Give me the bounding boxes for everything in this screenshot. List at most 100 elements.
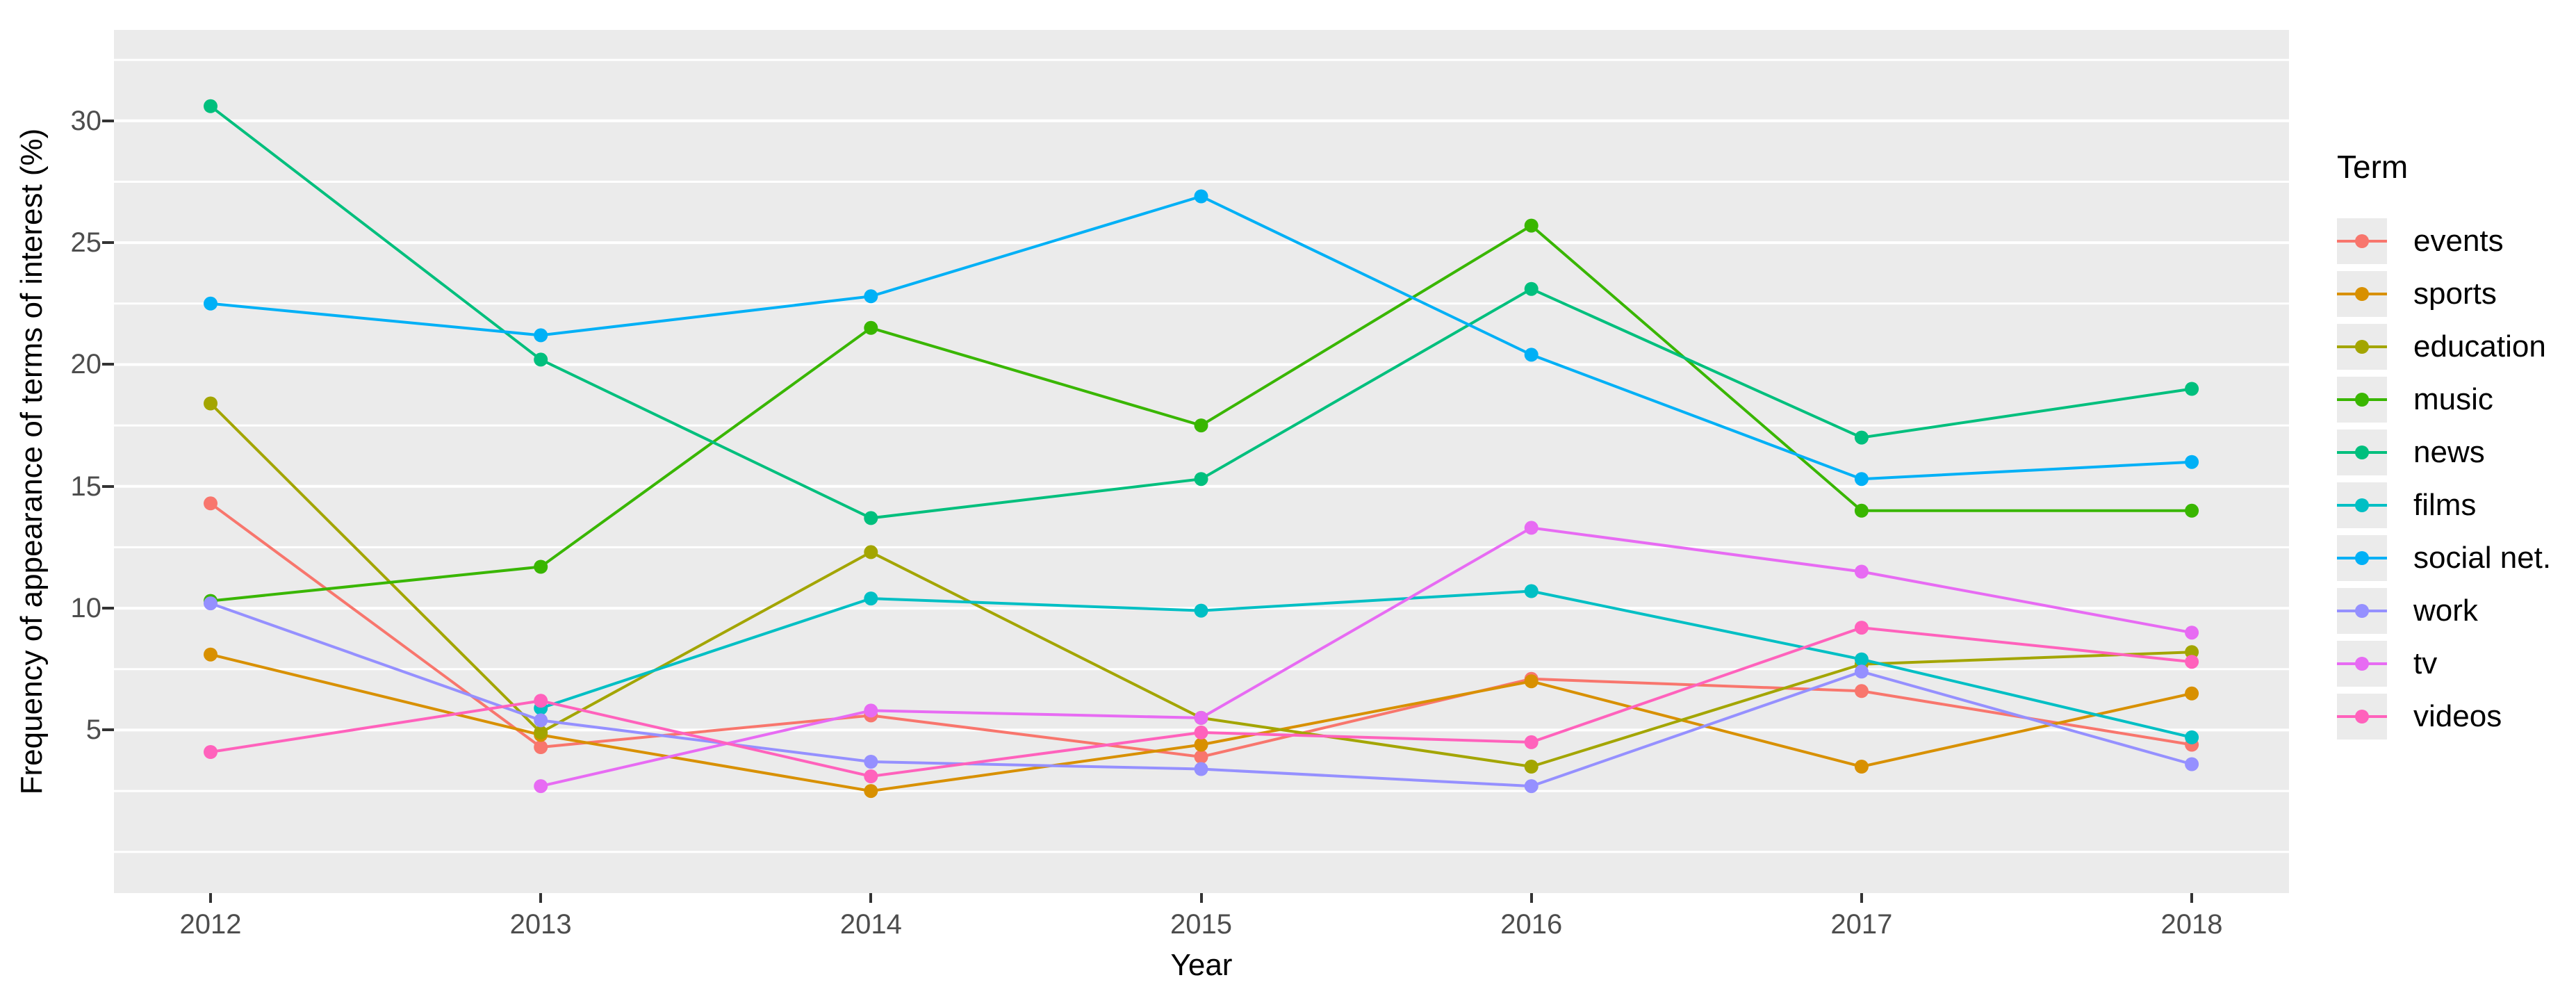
series-point-education-2012	[204, 396, 218, 411]
legend-point-icon	[2355, 393, 2369, 407]
legend-key-news	[2337, 430, 2387, 475]
legend-item-music: music	[2337, 377, 2576, 423]
legend-label-tv: tv	[2413, 646, 2438, 680]
legend-label-news: news	[2413, 435, 2485, 469]
legend-label-social-net-: social net.	[2413, 541, 2552, 575]
x-tick-label-2018: 2018	[2160, 909, 2223, 940]
legend-point-icon	[2355, 446, 2369, 459]
legend-label-education: education	[2413, 329, 2546, 363]
series-point-tv-2013	[534, 779, 548, 794]
series-point-music-2015	[1194, 418, 1208, 433]
y-tick-mark-20	[102, 363, 114, 366]
series-point-music-2016	[1524, 218, 1539, 233]
series-line-films	[540, 589, 2192, 739]
legend-item-events: events	[2337, 218, 2576, 264]
series-point-sports-2012	[204, 647, 218, 662]
legend-item-education: education	[2337, 324, 2576, 370]
series-point-news-2017	[1854, 430, 1869, 445]
series-point-music-2014	[864, 320, 878, 335]
y-tick-label-10: 10	[70, 593, 102, 624]
series-point-work-2014	[864, 755, 878, 769]
series-point-sports-2017	[1854, 760, 1869, 774]
legend-key-tv	[2337, 641, 2387, 687]
series-point-music-2017	[1854, 503, 1869, 518]
series-point-music-2018	[2185, 503, 2199, 518]
legend-item-work: work	[2337, 588, 2576, 634]
series-point-social-net--2012	[204, 296, 218, 311]
series-point-tv-2016	[1524, 521, 1539, 535]
series-point-education-2013	[534, 725, 548, 740]
series-point-work-2015	[1194, 762, 1208, 776]
x-tick-label-2013: 2013	[509, 909, 572, 940]
series-point-work-2017	[1854, 664, 1869, 679]
legend-point-icon	[2355, 498, 2369, 512]
x-tick-label-2017: 2017	[1830, 909, 1893, 940]
series-point-work-2016	[1524, 779, 1539, 794]
x-tick-label-2012: 2012	[179, 909, 242, 940]
series-point-films-2015	[1194, 603, 1208, 618]
series-point-videos-2017	[1854, 621, 1869, 635]
series-line-social-net-	[210, 195, 2192, 481]
y-tick-mark-15	[102, 484, 114, 488]
series-point-films-2014	[864, 591, 878, 606]
legend-items: events sports education music news films socia…	[2337, 218, 2576, 740]
legend-key-work	[2337, 588, 2387, 634]
legend-label-sports: sports	[2413, 277, 2497, 311]
x-tick-mark-2017	[1860, 893, 1863, 903]
legend-item-videos: videos	[2337, 694, 2576, 740]
series-point-news-2013	[534, 352, 548, 367]
series-point-work-2012	[204, 596, 218, 611]
legend-point-icon	[2355, 657, 2369, 671]
series-point-sports-2014	[864, 784, 878, 799]
y-tick-label-15: 15	[70, 471, 102, 502]
plot-panel	[114, 30, 2289, 893]
series-point-sports-2015	[1194, 737, 1208, 752]
series-point-news-2012	[204, 99, 218, 113]
series-point-videos-2014	[864, 769, 878, 783]
legend-key-education	[2337, 324, 2387, 370]
x-tick-mark-2016	[1529, 893, 1533, 903]
y-tick-label-30: 30	[70, 105, 102, 136]
series-point-news-2016	[1524, 281, 1539, 296]
legend-title: Term	[2337, 149, 2409, 185]
legend-key-videos	[2337, 694, 2387, 740]
series-point-news-2015	[1194, 472, 1208, 487]
x-tick-mark-2014	[869, 893, 873, 903]
legend-point-icon	[2355, 287, 2369, 301]
x-tick-mark-2015	[1199, 893, 1203, 903]
series-point-events-2013	[534, 740, 548, 754]
legend-label-films: films	[2413, 488, 2477, 522]
legend-key-events	[2337, 218, 2387, 264]
series-point-social-net--2015	[1194, 189, 1208, 204]
series-point-tv-2017	[1854, 564, 1869, 579]
series-point-videos-2015	[1194, 725, 1208, 740]
legend-label-events: events	[2413, 224, 2504, 258]
series-point-social-net--2017	[1854, 472, 1869, 487]
y-tick-mark-30	[102, 119, 114, 122]
legend-key-social-net-	[2337, 535, 2387, 581]
series-point-education-2016	[1524, 760, 1539, 774]
x-tick-label-2016: 2016	[1500, 909, 1563, 940]
series-point-social-net--2016	[1524, 348, 1539, 362]
legend-key-films	[2337, 482, 2387, 528]
series-point-events-2015	[1194, 750, 1208, 764]
y-tick-mark-5	[102, 728, 114, 732]
legend-point-icon	[2355, 234, 2369, 248]
series-point-events-2012	[204, 496, 218, 511]
series-point-work-2013	[534, 713, 548, 728]
x-tick-mark-2012	[208, 893, 212, 903]
y-axis-title: Frequency of appearance of terms of inte…	[15, 128, 49, 795]
series-point-education-2018	[2185, 645, 2199, 660]
x-tick-label-2015: 2015	[1170, 909, 1232, 940]
series-point-tv-2018	[2185, 626, 2199, 640]
series-point-videos-2018	[2185, 655, 2199, 669]
legend-label-music: music	[2413, 382, 2493, 416]
legend-item-sports: sports	[2337, 271, 2576, 317]
series-point-films-2017	[1854, 652, 1869, 667]
series-point-sports-2016	[1524, 674, 1539, 689]
series-point-social-net--2018	[2185, 455, 2199, 469]
legend-label-videos: videos	[2413, 699, 2502, 733]
series-point-education-2014	[864, 545, 878, 559]
series-point-tv-2015	[1194, 710, 1208, 725]
